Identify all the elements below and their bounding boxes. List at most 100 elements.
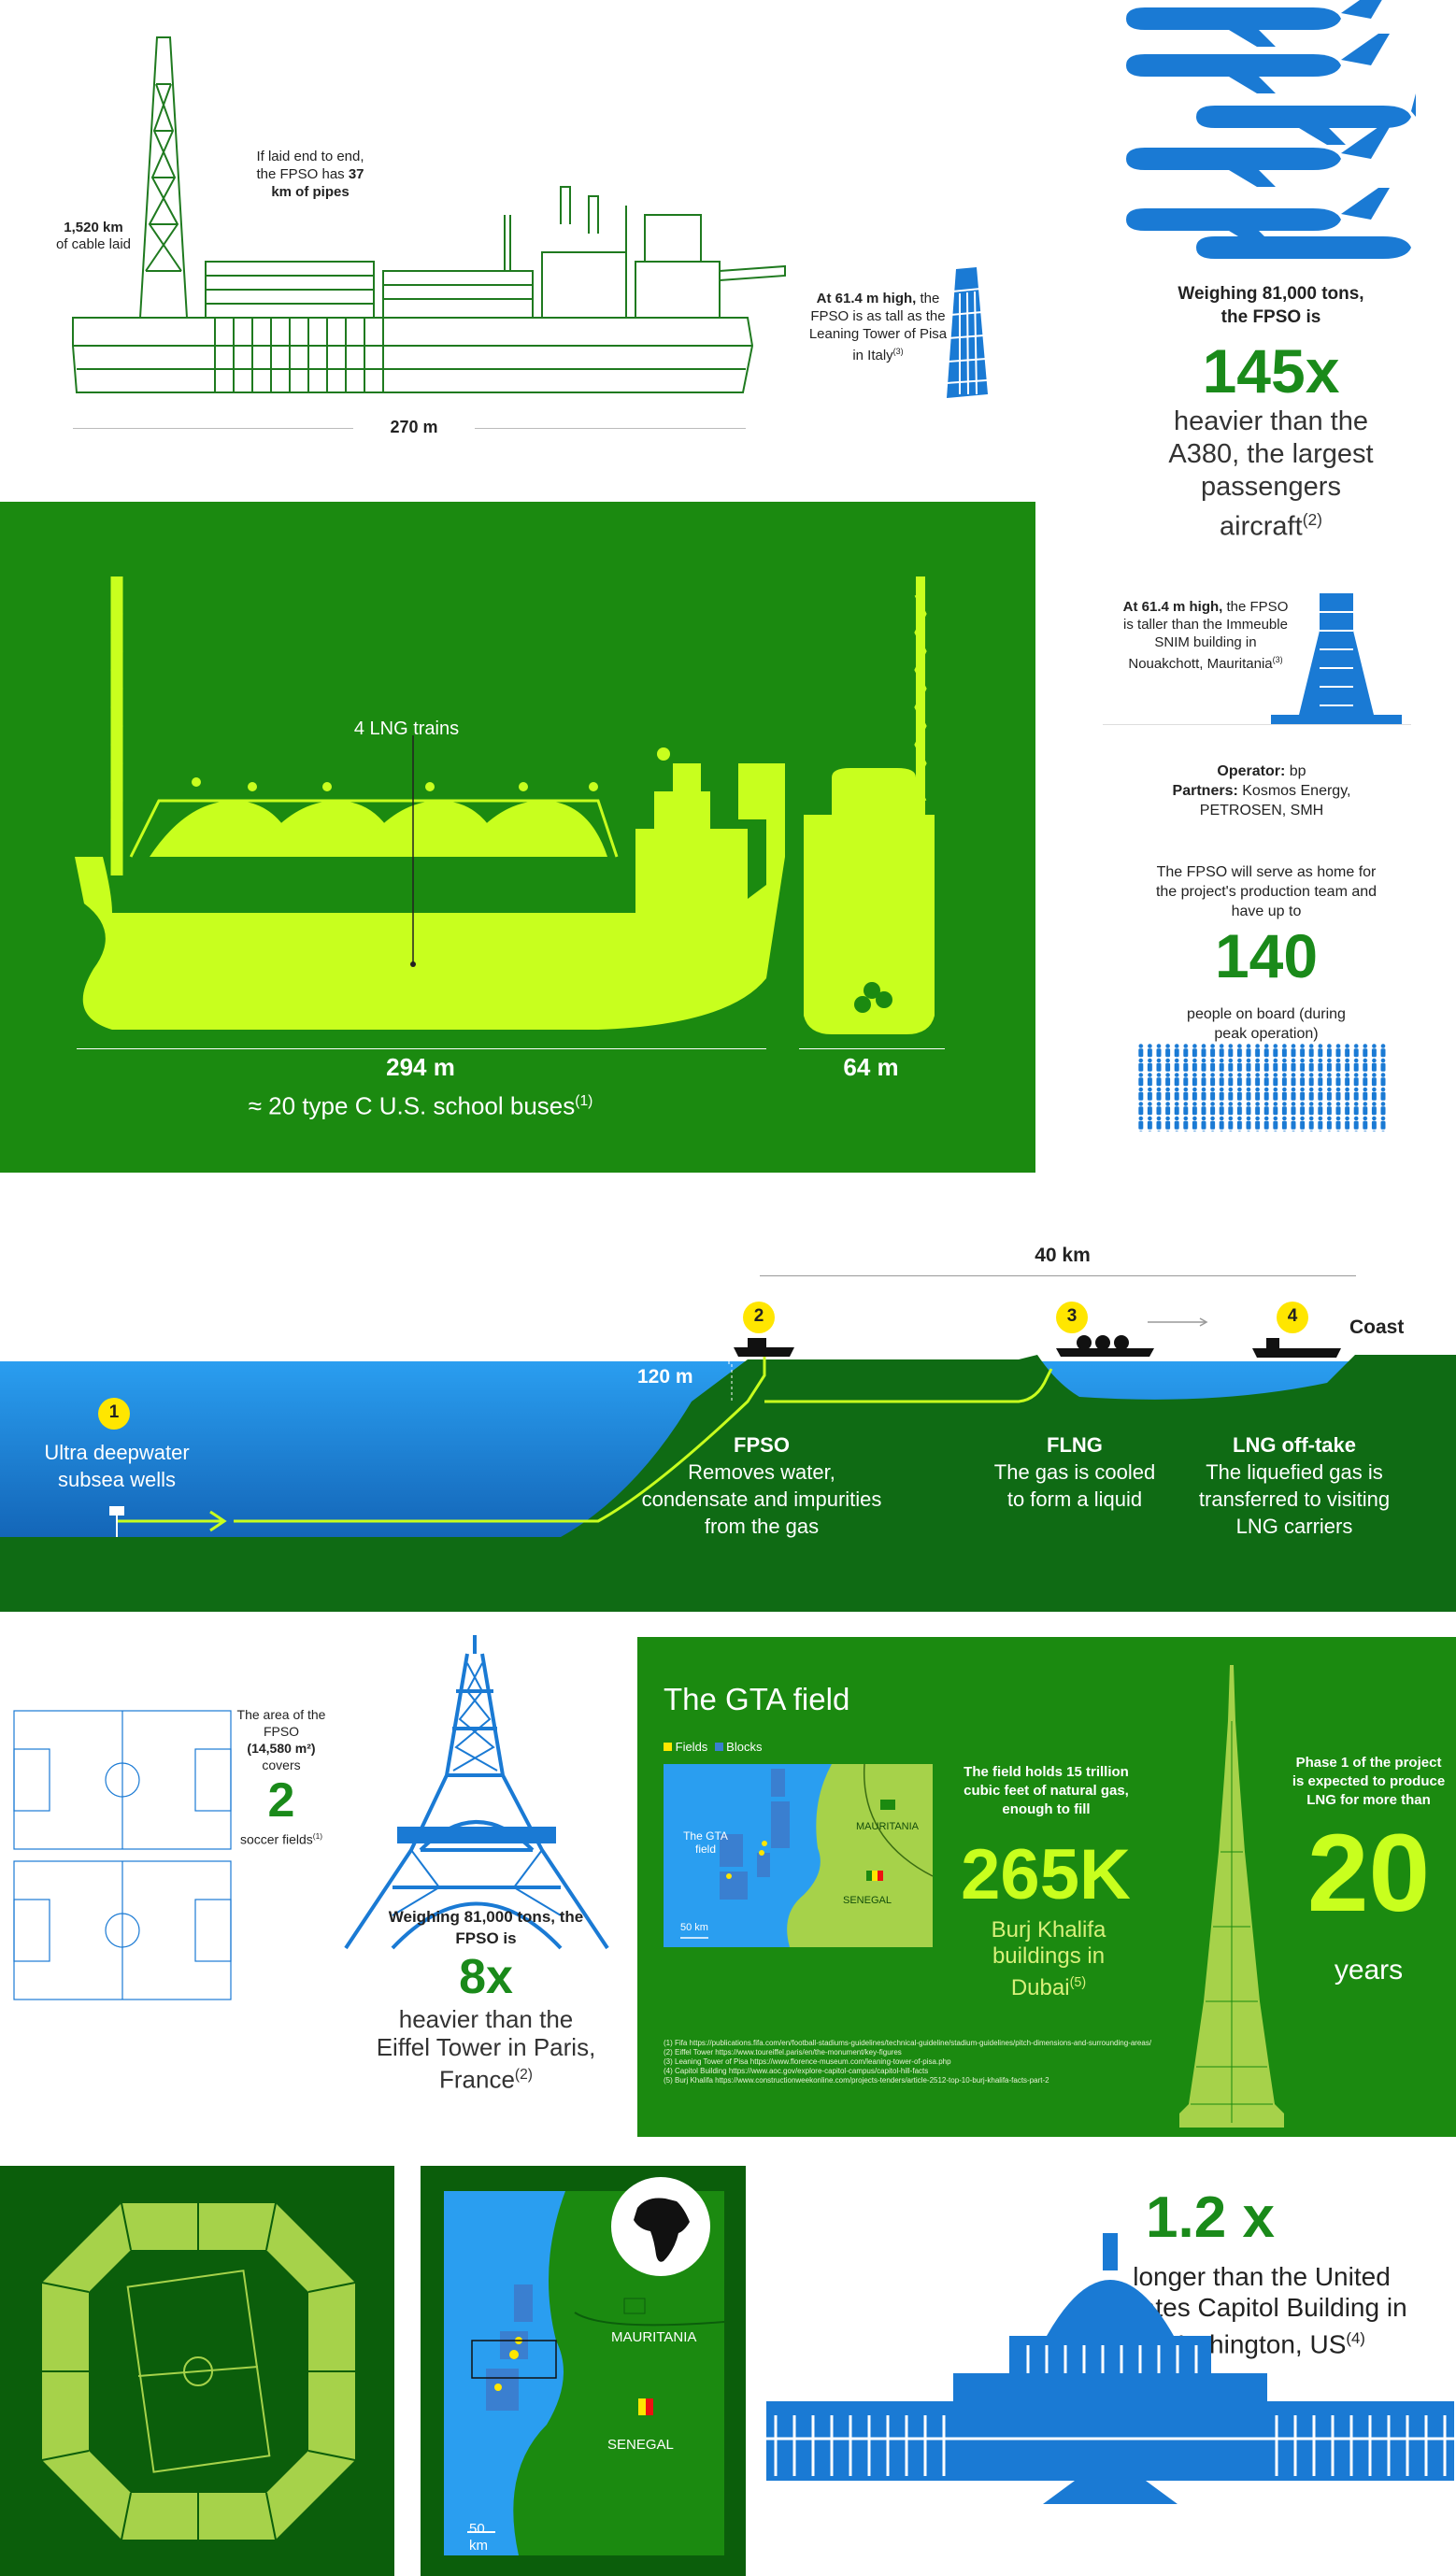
region-map-panel: MAURITANIA SENEGAL 50 km bbox=[421, 2166, 746, 2576]
eiffel-big-number: 8x bbox=[459, 1950, 513, 2004]
step-2-desc: Removes water, condensate and impurities… bbox=[641, 1460, 882, 1538]
eiffel-text-rest: heavier than the Eiffel Tower in Paris, … bbox=[374, 2005, 598, 2094]
gta-years-number: 20 bbox=[1306, 1812, 1431, 1935]
people-intro: The FPSO will serve as home for the proj… bbox=[1155, 864, 1377, 919]
distance-label: 40 km bbox=[1035, 1245, 1091, 1266]
gta-sup: (5) bbox=[1069, 1975, 1087, 1990]
soccer-fields-icon bbox=[13, 1710, 232, 2000]
gta-map bbox=[664, 1764, 933, 1947]
region-mauritania: MAURITANIA bbox=[611, 2329, 697, 2345]
flng-length-line bbox=[77, 1048, 766, 1049]
buses-text: ≈ 20 type C U.S. school buses bbox=[248, 1091, 576, 1120]
eiffel-tower-icon bbox=[344, 1635, 609, 1950]
capitol-building-icon bbox=[766, 2233, 1454, 2504]
a380-section: Weighing 81,000 tons, the FPSO is 145x h… bbox=[1103, 0, 1456, 542]
flng-ship-illustration bbox=[75, 576, 935, 1034]
eiffel-weigh: Weighing 81,000 tons, the FPSO is bbox=[388, 1908, 584, 1947]
legend-blocks-label: Blocks bbox=[726, 1740, 763, 1754]
step-2-number: 2 bbox=[753, 1306, 764, 1326]
snim-divider bbox=[1103, 724, 1411, 725]
soccer-big-number: 2 bbox=[267, 1773, 295, 1828]
soccer-area: (14,580 m²) bbox=[247, 1741, 316, 1756]
operator-value: bp bbox=[1289, 763, 1306, 779]
snim-value: At 61.4 m high, bbox=[1122, 599, 1223, 615]
fpso-length-label: 270 m bbox=[353, 418, 475, 437]
soccer-covers: covers bbox=[262, 1758, 301, 1772]
pisa-text: the FPSO is as tall as the Leaning Tower… bbox=[808, 291, 948, 363]
capitol-big-number: 1.2 x bbox=[1146, 2185, 1275, 2250]
school-buses-text: ≈ 20 type C U.S. school buses(1) bbox=[206, 1086, 635, 1122]
soccer-text: The area of the FPSO (14,580 m²) covers … bbox=[230, 1706, 333, 1848]
buses-sup: (1) bbox=[575, 1093, 593, 1109]
gta-years-label: years bbox=[1334, 1955, 1404, 1985]
gta-map-scale: 50 km bbox=[680, 1922, 708, 1933]
a380-rest: heavier than the A380, the largest passe… bbox=[1168, 406, 1374, 542]
gta-map-mauritania: MAURITANIA bbox=[856, 1821, 920, 1832]
fpso-section: 1,520 km of cable laid If laid end to end… bbox=[0, 0, 1028, 467]
soccer-sup: (1) bbox=[312, 1831, 323, 1841]
flng-width-label: 64 m bbox=[843, 1053, 899, 1081]
gta-rest: Burj Khalifa buildings in Dubai bbox=[991, 1917, 1106, 2000]
pipes-value: 37 km of pipes bbox=[271, 166, 364, 200]
pisa-value: At 61.4 m high, bbox=[816, 291, 917, 306]
seabed-illustration bbox=[0, 1302, 1456, 1612]
capitol-section: 1.2 x longer than the United States Capi… bbox=[766, 2186, 1456, 2576]
gta-references: (1) Fifa https://publications.fifa.com/e… bbox=[664, 2039, 1168, 2085]
gta-map-field-label: The GTA field bbox=[683, 1829, 728, 1856]
snim-rest: the FPSO is taller than the Immeuble SNI… bbox=[1123, 599, 1289, 672]
flng-length-label: 294 m bbox=[386, 1053, 455, 1081]
a380-sup: (2) bbox=[1302, 510, 1322, 529]
cable-value: 1,520 km bbox=[64, 220, 123, 235]
partners-label: Partners: bbox=[1172, 783, 1238, 799]
step-3-title: FLNG bbox=[1047, 1433, 1103, 1457]
gta-phase-text: Phase 1 of the project is expected to pr… bbox=[1292, 1755, 1446, 1808]
people-big-number: 140 bbox=[1214, 921, 1319, 990]
a380-text: heavier than the A380, the largest passe… bbox=[1149, 406, 1392, 544]
gta-panel: The GTA field Fields Blocks The GTA fiel… bbox=[637, 1637, 1456, 2137]
pipes-callout: If laid end to end, the FPSO has 37 km o… bbox=[245, 148, 376, 201]
cable-text: of cable laid bbox=[55, 236, 132, 252]
people-rest: people on board (during peak operation) bbox=[1187, 1006, 1346, 1042]
soccer-rest: soccer fields bbox=[239, 1831, 313, 1847]
ref-3: (3) Leaning Tower of Pisa https://www.fl… bbox=[664, 2057, 951, 2066]
capitol-sup: (4) bbox=[1346, 2329, 1365, 2347]
stadium-panel bbox=[0, 2166, 394, 2576]
process-section: 40 km Coast 1 2 3 4 120 m U bbox=[0, 1215, 1456, 1612]
pipes-text: If laid end to end, the FPSO has bbox=[256, 149, 364, 182]
a380-weigh: Weighing 81,000 tons, the FPSO is bbox=[1178, 284, 1364, 327]
partners-value: Kosmos Energy, PETROSEN, SMH bbox=[1199, 783, 1351, 818]
cable-callout: 1,520 km of cable laid bbox=[51, 220, 136, 253]
step-1-number: 1 bbox=[108, 1402, 120, 1422]
depth-label: 120 m bbox=[637, 1366, 693, 1388]
step-3-block: FLNG The gas is cooled to form a liquid bbox=[986, 1431, 1163, 1513]
ref-4: (4) Capitol Building https://www.aoc.gov… bbox=[664, 2067, 929, 2075]
gta-map-senegal: SENEGAL bbox=[843, 1895, 892, 1906]
legend-fields-label: Fields bbox=[675, 1740, 708, 1754]
step-4-desc: The liquefied gas is transferred to visi… bbox=[1198, 1460, 1391, 1538]
step-4-title: LNG off-take bbox=[1233, 1433, 1356, 1457]
gta-legend: Fields Blocks bbox=[664, 1740, 762, 1754]
region-senegal: SENEGAL bbox=[607, 2437, 674, 2453]
snim-sup: (3) bbox=[1272, 655, 1283, 664]
step-4-block: LNG off-take The liquefied gas is transfe… bbox=[1182, 1431, 1406, 1540]
snim-section: At 61.4 m high, the FPSO is taller than … bbox=[1103, 570, 1456, 729]
gta-burj-text: Burj Khalifa buildings in Dubai(5) bbox=[964, 1917, 1133, 2001]
legend-blocks-swatch bbox=[714, 1743, 723, 1751]
flng-width-line bbox=[799, 1048, 945, 1049]
legend-fields-swatch bbox=[664, 1743, 672, 1751]
ref-5: (5) Burj Khalifa https://www.constructio… bbox=[664, 2076, 1049, 2085]
step-1-title: Ultra deepwater subsea wells bbox=[44, 1441, 190, 1491]
burj-khalifa-icon bbox=[1179, 1665, 1284, 2128]
stadium-icon bbox=[41, 2202, 356, 2540]
flng-panel: 4 LNG trains 294 m 64 m ≈ 20 type C U.S.… bbox=[0, 502, 1035, 1173]
gta-big-number: 265K bbox=[961, 1835, 1131, 1914]
operator-block: Operator: bp Partners: Kosmos Energy, PE… bbox=[1140, 761, 1383, 820]
snim-text: At 61.4 m high, the FPSO is taller than … bbox=[1121, 598, 1290, 673]
pisa-sup: (3) bbox=[892, 347, 904, 356]
lng-trains-label: 4 LNG trains bbox=[353, 719, 460, 739]
ref-1: (1) Fifa https://publications.fifa.com/e… bbox=[664, 2039, 1152, 2047]
step-4-number: 4 bbox=[1287, 1306, 1298, 1326]
eiffel-sup: (2) bbox=[514, 2067, 533, 2083]
eiffel-rest: heavier than the Eiffel Tower in Paris, … bbox=[376, 2005, 596, 2094]
distance-line bbox=[760, 1275, 1356, 1276]
